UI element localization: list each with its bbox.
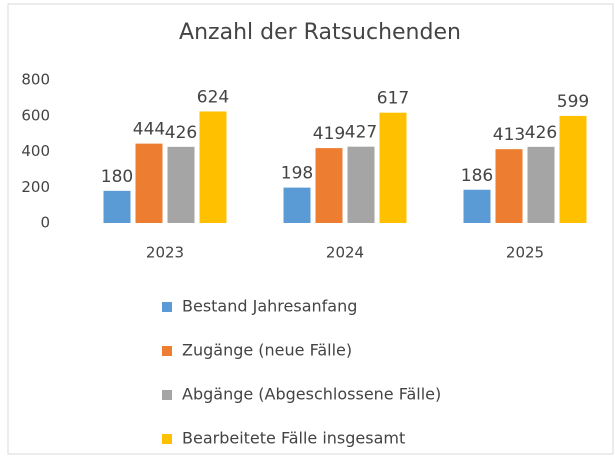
y-tick-label: 400 — [21, 142, 50, 160]
legend-swatch — [162, 346, 172, 356]
chart-frame — [7, 3, 614, 455]
bar — [347, 146, 375, 223]
data-label: 444 — [133, 120, 165, 140]
data-label: 624 — [197, 87, 229, 107]
bar — [283, 187, 311, 223]
bar — [315, 148, 343, 223]
data-label: 426 — [165, 123, 197, 143]
chart-title: Anzahl der Ratsuchenden — [179, 20, 461, 45]
x-tick-label: 2024 — [326, 244, 364, 262]
y-tick-label: 200 — [21, 178, 50, 196]
legend-label: Bearbeitete Fälle insgesamt — [182, 429, 405, 448]
bar — [199, 111, 227, 223]
legend-label: Zugänge (neue Fälle) — [182, 341, 352, 360]
data-label: 617 — [377, 89, 409, 109]
legend-swatch — [162, 390, 172, 400]
data-label: 419 — [313, 124, 345, 144]
x-tick-label: 2023 — [146, 244, 184, 262]
data-label: 413 — [493, 125, 525, 145]
bar — [463, 189, 491, 223]
bar — [135, 143, 163, 223]
bar — [167, 146, 195, 223]
data-label: 180 — [101, 167, 133, 187]
bar — [527, 146, 555, 223]
bar — [495, 149, 523, 223]
legend-swatch — [162, 302, 172, 312]
legend-label: Bestand Jahresanfang — [182, 297, 357, 316]
x-tick-label: 2025 — [506, 244, 544, 262]
bar — [559, 115, 587, 223]
data-label: 426 — [525, 123, 557, 143]
bar — [379, 112, 407, 223]
data-label: 599 — [557, 92, 589, 112]
legend-label: Abgänge (Abgeschlossene Fälle) — [182, 385, 441, 404]
data-label: 427 — [345, 123, 377, 143]
legend-swatch — [162, 434, 172, 444]
y-tick-label: 800 — [21, 71, 50, 89]
y-tick-label: 600 — [21, 106, 50, 124]
data-label: 198 — [281, 164, 313, 184]
data-label: 186 — [461, 166, 493, 186]
y-tick-label: 0 — [40, 214, 50, 232]
bar — [103, 190, 131, 223]
